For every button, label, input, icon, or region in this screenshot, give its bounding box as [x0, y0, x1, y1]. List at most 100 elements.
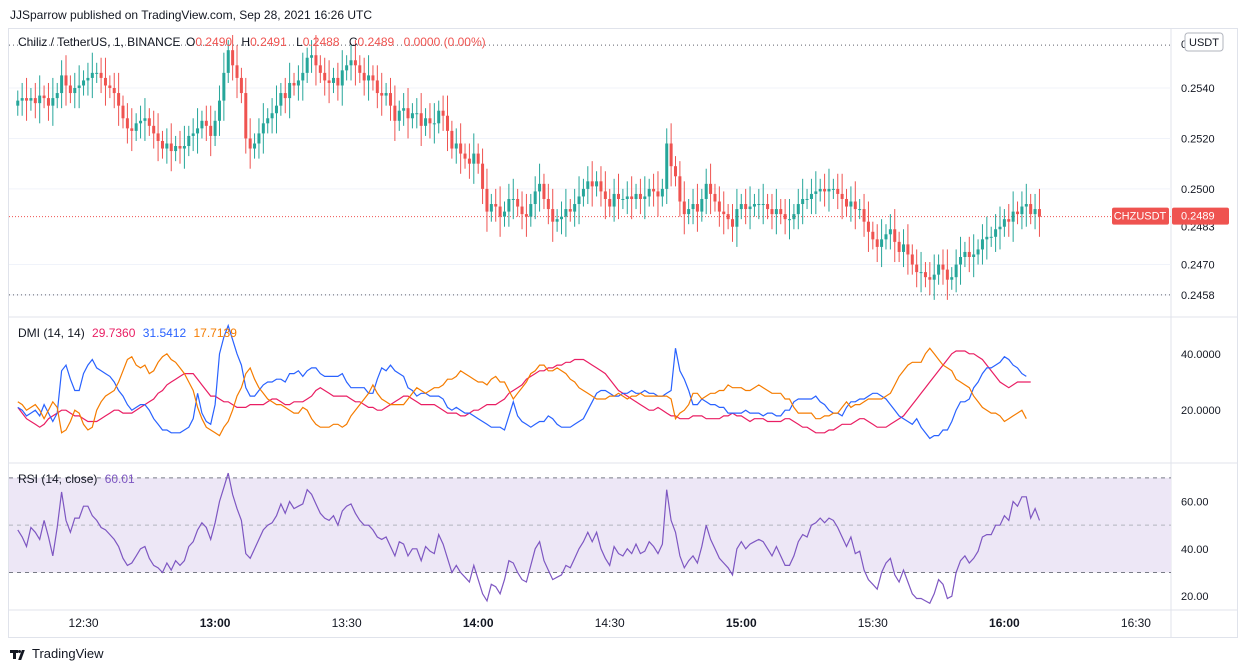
candle-body [117, 93, 121, 106]
candle-body [82, 80, 86, 86]
candle-body [288, 82, 292, 99]
candle-body [617, 193, 621, 199]
rsi-lines-group [17, 472, 1041, 605]
candle-body [866, 221, 870, 232]
candle-body [25, 98, 29, 101]
rsi-tick-label: 20.00 [1181, 591, 1209, 603]
candle-body [538, 183, 542, 192]
candle-body [51, 98, 55, 106]
candle-body [42, 95, 46, 99]
candle-body [845, 198, 849, 207]
candle-body [757, 204, 761, 206]
candle-body [143, 118, 147, 121]
time-tick-label: 14:30 [595, 616, 625, 630]
candle-body [125, 118, 129, 129]
time-tick-label: 14:00 [463, 616, 494, 630]
price-tick-label: 0.2540 [1181, 83, 1215, 95]
candle-body [371, 75, 375, 81]
candle-body [695, 204, 699, 212]
candle-body [406, 108, 410, 119]
candle-body [327, 80, 331, 83]
candle-body [831, 188, 835, 190]
candle-body [139, 120, 143, 124]
candle-body [375, 80, 379, 94]
candle-body [621, 198, 625, 200]
rsi-legend[interactable]: RSI (14, close) 60.01 [18, 472, 135, 486]
candle-body [428, 118, 432, 124]
candle-body [384, 93, 388, 96]
candle-body [463, 153, 467, 159]
candle-body [915, 264, 919, 273]
candle-body [476, 153, 480, 164]
candle-body [888, 229, 892, 235]
candle-body [717, 201, 721, 212]
currency-badge[interactable] [1184, 32, 1224, 52]
candle-body [511, 198, 515, 200]
candle-body [910, 254, 914, 265]
candle-body [213, 120, 217, 136]
candle-body [103, 77, 107, 86]
candle-body [231, 50, 235, 66]
chart-svg[interactable]: Chiliz / TetherUS, 1, BINANCE O0.2490 H0… [0, 0, 1246, 640]
candle-body [134, 123, 138, 131]
rsi-tick-label: 60.00 [1181, 497, 1209, 509]
rsi-legend-value: 60.01 [105, 472, 135, 486]
candle-body [244, 93, 248, 139]
close-label: C [349, 35, 358, 49]
candle-body [38, 95, 42, 104]
candle-body [638, 193, 642, 199]
candle-body [643, 196, 647, 199]
candle-body [239, 77, 243, 94]
candle-body [217, 100, 221, 121]
candle-body [972, 254, 976, 257]
candle-body [687, 209, 691, 215]
candle-body [897, 241, 901, 252]
candle-body [546, 198, 550, 210]
candle-body [612, 193, 616, 207]
candle-body [1002, 219, 1006, 227]
candle-body [1033, 209, 1037, 215]
candle-body [994, 229, 998, 237]
candle-body [884, 234, 888, 240]
candle-body [283, 93, 287, 99]
candle-body [60, 75, 64, 94]
candle-body [310, 55, 314, 58]
candle-body [682, 201, 686, 215]
time-tick-label: 12:30 [69, 616, 99, 630]
dmi-lines-group [17, 323, 1031, 440]
candle-body [630, 196, 634, 199]
price-tick-label: 0.2458 [1181, 290, 1215, 302]
candle-body [945, 269, 949, 280]
candle-body [880, 239, 884, 247]
candle-body [1007, 219, 1011, 222]
dmi-legend[interactable]: DMI (14, 14) 29.7360 31.5412 17.7139 [18, 326, 237, 340]
symbol-title[interactable]: Chiliz / TetherUS, 1, BINANCE [18, 35, 181, 49]
symbol-tag-badge [1112, 207, 1169, 225]
candle-body [608, 198, 612, 207]
candle-body [459, 143, 463, 154]
candle-body [266, 118, 270, 124]
candle-body [590, 181, 594, 187]
time-tick-label: 16:30 [1121, 616, 1151, 630]
tradingview-logo-icon [10, 648, 26, 660]
candle-body [520, 206, 524, 215]
candle-body [152, 125, 156, 134]
time-tick-label: 13:00 [200, 616, 231, 630]
candle-body [95, 72, 99, 74]
candle-body [467, 158, 471, 164]
candle-body [809, 193, 813, 199]
candle-body [46, 98, 50, 106]
dmi-legend-di-plus: 31.5412 [143, 326, 187, 340]
current-price-badge [1172, 207, 1229, 225]
candle-body [64, 75, 68, 86]
candle-body [858, 209, 862, 211]
candle-body [779, 209, 783, 215]
candle-body [980, 239, 984, 250]
candle-body [691, 204, 695, 210]
candle-body [788, 219, 792, 221]
candle-body [954, 264, 958, 278]
candle-body [893, 229, 897, 242]
open-value: 0.2490 [195, 35, 232, 49]
publisher-caption: JJSparrow published on TradingView.com, … [10, 8, 372, 22]
candle-body [380, 93, 384, 96]
